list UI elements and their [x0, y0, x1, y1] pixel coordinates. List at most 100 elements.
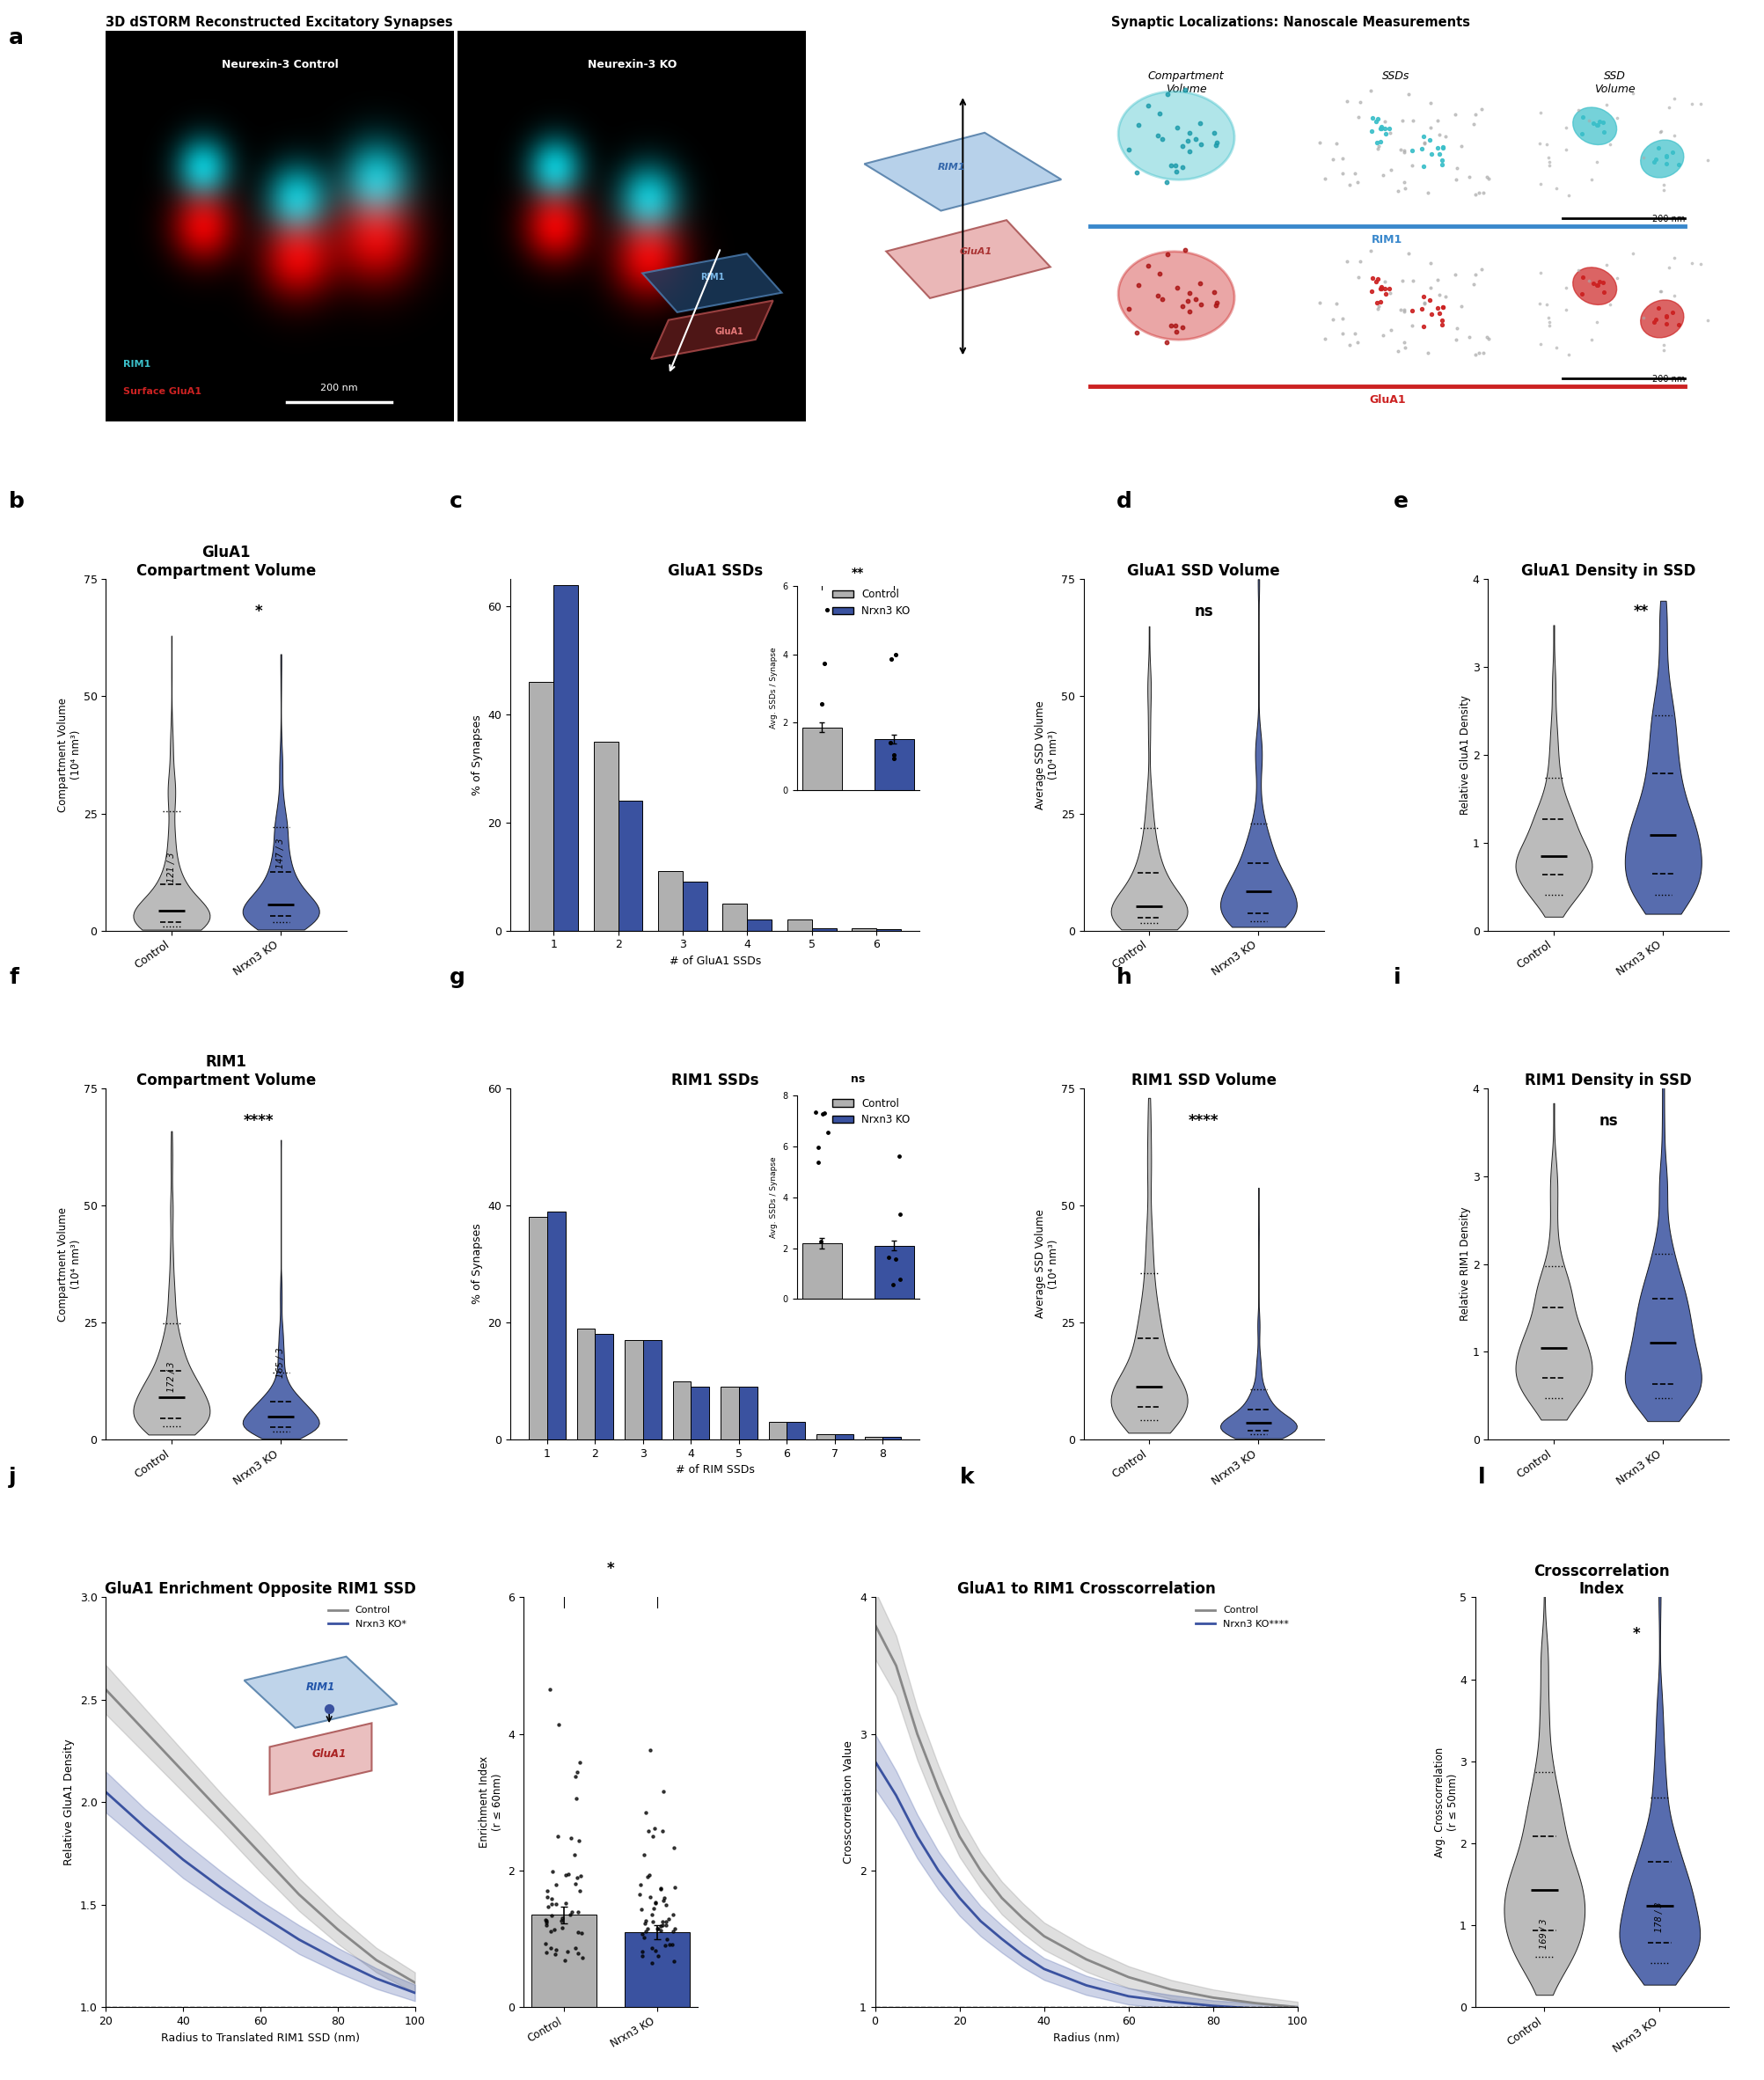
Point — [626, 1868, 654, 1901]
Line: Control: Control — [875, 1624, 1298, 2007]
Text: 200 nm: 200 nm — [321, 383, 358, 391]
Text: **: ** — [1633, 603, 1649, 620]
Text: a: a — [9, 27, 23, 48]
Point — [660, 1912, 688, 1945]
Line: Nrxn3 KO****: Nrxn3 KO**** — [875, 1762, 1298, 2009]
Nrxn3 KO* — [250, 1903, 272, 1928]
Text: g: g — [450, 967, 466, 988]
Nrxn3 KO**** — [907, 1824, 928, 1849]
Point — [649, 1880, 677, 1914]
Text: *: * — [607, 1562, 614, 1577]
Control — [907, 1722, 928, 1747]
Bar — [723, 903, 748, 930]
Point — [660, 1830, 688, 1864]
Bar — [577, 1329, 594, 1439]
Point — [563, 1783, 591, 1816]
Point — [630, 1839, 658, 1872]
Bar — [594, 1333, 614, 1439]
Point — [644, 1912, 672, 1945]
Control — [1245, 1991, 1267, 2016]
Point — [640, 1891, 669, 1924]
Control — [289, 1882, 310, 1907]
Point — [654, 1903, 683, 1936]
Bar — [721, 1387, 739, 1439]
Control — [365, 1947, 386, 1972]
Point — [630, 1920, 658, 1953]
Nrxn3 KO* — [326, 1947, 348, 1972]
Point — [554, 1857, 582, 1891]
Point — [633, 1860, 662, 1893]
Point — [639, 1820, 667, 1853]
Point — [626, 1878, 654, 1912]
Legend: Control, Nrxn3 KO: Control, Nrxn3 KO — [829, 1094, 914, 1129]
Text: Neurexin-3 KO: Neurexin-3 KO — [587, 58, 677, 71]
Title: GluA1 SSD Volume: GluA1 SSD Volume — [1127, 564, 1281, 578]
Bar — [683, 882, 707, 930]
Point — [653, 1909, 681, 1943]
Nrxn3 KO**** — [970, 1909, 991, 1934]
Text: ns: ns — [1194, 603, 1214, 620]
X-axis label: # of GluA1 SSDs: # of GluA1 SSDs — [669, 955, 760, 967]
Text: h: h — [1117, 967, 1132, 988]
Point — [556, 1897, 584, 1930]
Text: ****: **** — [1189, 1113, 1219, 1129]
Text: 3D dSTORM Reconstructed Excitatory Synapses: 3D dSTORM Reconstructed Excitatory Synap… — [106, 17, 453, 29]
Control — [1118, 1966, 1140, 1991]
Control — [886, 1654, 907, 1679]
Control — [1288, 1995, 1309, 2020]
Text: Compartment
Volume: Compartment Volume — [1148, 71, 1224, 96]
Text: *: * — [256, 603, 263, 620]
Point — [632, 1914, 660, 1947]
Point — [635, 1733, 663, 1766]
Control — [326, 1918, 348, 1943]
Text: 178 / 3: 178 / 3 — [1655, 1901, 1663, 1932]
Point — [649, 1884, 677, 1918]
Point — [550, 1887, 579, 1920]
Text: l: l — [1478, 1466, 1485, 1487]
Bar — [691, 1387, 709, 1439]
Text: b: b — [9, 491, 25, 512]
Bar — [834, 1433, 854, 1439]
Y-axis label: Avg. Crosscorrelation
(r ≤ 50nm): Avg. Crosscorrelation (r ≤ 50nm) — [1434, 1747, 1459, 1857]
Nrxn3 KO* — [173, 1847, 194, 1872]
Bar — [547, 1211, 566, 1439]
Text: *: * — [1633, 1627, 1641, 1641]
Point — [540, 1912, 568, 1945]
Nrxn3 KO**** — [1245, 1997, 1267, 2022]
Point — [531, 1903, 559, 1936]
Point — [649, 1814, 677, 1847]
Point — [633, 1912, 662, 1945]
Point — [658, 1928, 686, 1961]
Text: ****: **** — [243, 1113, 273, 1129]
Point — [639, 1905, 667, 1939]
Point — [644, 1939, 672, 1972]
Nrxn3 KO* — [404, 1980, 425, 2005]
Point — [568, 1941, 596, 1974]
Nrxn3 KO**** — [1203, 1993, 1224, 2018]
Line: Control: Control — [106, 1689, 415, 1982]
Nrxn3 KO* — [95, 1780, 116, 1805]
Title: GluA1 to RIM1 Crosscorrelation: GluA1 to RIM1 Crosscorrelation — [958, 1581, 1215, 1597]
Bar — [529, 682, 554, 930]
Bar — [882, 1437, 901, 1439]
Point — [549, 1912, 577, 1945]
X-axis label: Radius to Translated RIM1 SSD (nm): Radius to Translated RIM1 SSD (nm) — [161, 2032, 360, 2043]
Y-axis label: Compartment Volume
(10⁴ nm³): Compartment Volume (10⁴ nm³) — [58, 697, 81, 811]
Bar — [624, 1340, 644, 1439]
Text: Neurexin-3 Control: Neurexin-3 Control — [222, 58, 339, 71]
Text: 121 / 3: 121 / 3 — [168, 853, 176, 882]
Point — [566, 1860, 594, 1893]
Point — [564, 1874, 593, 1907]
Point — [531, 1926, 559, 1959]
Point — [543, 1820, 572, 1853]
Text: c: c — [450, 491, 462, 512]
Text: e: e — [1394, 491, 1408, 512]
Legend: Control, Nrxn3 KO*: Control, Nrxn3 KO* — [325, 1602, 409, 1633]
Point — [647, 1914, 676, 1947]
Nrxn3 KO**** — [1118, 1984, 1140, 2009]
Bar — [672, 1381, 691, 1439]
Point — [640, 1934, 669, 1968]
Y-axis label: Compartment Volume
(10⁴ nm³): Compartment Volume (10⁴ nm³) — [58, 1206, 81, 1321]
Point — [554, 1934, 582, 1968]
Point — [559, 1839, 587, 1872]
